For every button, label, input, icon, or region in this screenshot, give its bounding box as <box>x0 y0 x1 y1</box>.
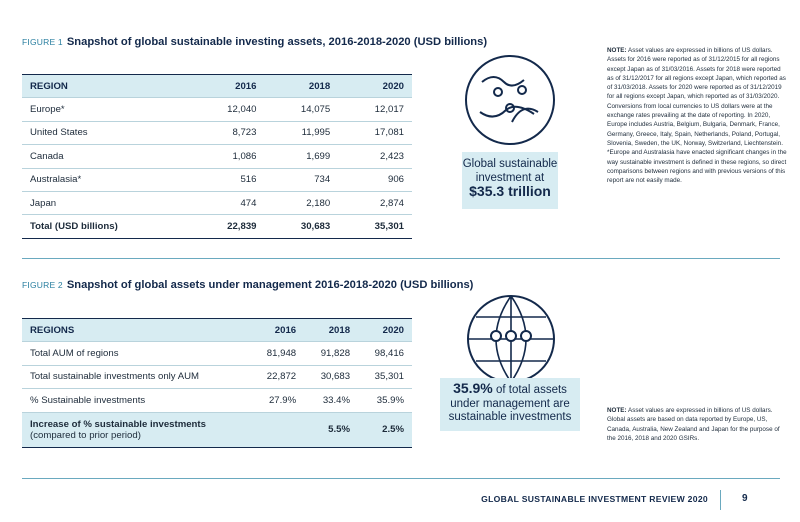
table-row: % Sustainable investments 27.9% 33.4% 35.9% <box>22 388 412 413</box>
table-cell: % Sustainable investments <box>22 388 251 413</box>
row-label: Increase of % sustainable investments <box>30 418 206 430</box>
callout-text: Global sustainable investment at <box>462 158 558 184</box>
table-cell: 12,017 <box>338 97 412 122</box>
note-prefix: NOTE: <box>607 407 627 414</box>
table-cell: 2,180 <box>264 191 339 216</box>
table-cell: 906 <box>338 168 412 192</box>
table-cell: 91,828 <box>304 341 359 366</box>
callout: Global sustainable investment at $35.3 t… <box>462 152 558 209</box>
table-head: REGIONS 2016 2018 2020 <box>22 317 412 343</box>
figure-label: FIGURE 2 <box>22 280 63 290</box>
divider <box>22 258 780 259</box>
note: NOTE: Asset values are expressed in bill… <box>607 406 787 443</box>
table-cell: 474 <box>190 191 265 216</box>
callout-highlight: $35.3 trillion <box>469 183 551 199</box>
table-cell: 12,040 <box>190 97 265 122</box>
header-row: REGIONS 2016 2018 2020 <box>22 317 412 343</box>
table-cell: 2,874 <box>338 191 412 216</box>
table-cell: Japan <box>22 191 191 216</box>
table-cell: 35,301 <box>358 365 412 390</box>
header-row: REGION 2016 2018 2020 <box>22 73 412 99</box>
table-row: Australasia* 516 734 906 <box>22 168 412 192</box>
table-cell: 5.5% <box>304 412 359 448</box>
table-cell: Europe* <box>22 97 191 122</box>
table-body: Europe* 12,040 14,075 12,017 United States 8,… <box>22 97 412 239</box>
table-cell: 2,423 <box>338 144 412 169</box>
note-text: Asset values are expressed in billions o… <box>607 47 786 147</box>
table-cell: Total AUM of regions <box>22 341 251 366</box>
table: REGIONS 2016 2018 2020 Total AUM of regions 8… <box>22 317 412 448</box>
table-cell: 33.4% <box>304 388 359 413</box>
note-text: Asset values are expressed in billions o… <box>607 407 780 442</box>
table-cell: 1,699 <box>264 144 339 169</box>
increase-row: Increase of % sustainable investments (co… <box>22 412 412 448</box>
table-cell: Canada <box>22 144 191 169</box>
row-sublabel: (compared to prior period) <box>30 429 141 441</box>
note-footnote: *Europe and Australasia have enacted sig… <box>607 149 787 185</box>
title-text: Snapshot of global sustainable investing… <box>66 36 488 48</box>
callout-highlight: 35.9% <box>453 380 493 396</box>
table-row: Europe* 12,040 14,075 12,017 <box>22 97 412 122</box>
table-cell: 516 <box>190 168 265 192</box>
header-cell: 2016 <box>250 317 305 343</box>
header-cell: 2016 <box>190 73 265 99</box>
table-cell: 17,081 <box>338 121 412 146</box>
table-row: Total sustainable investments only AUM 22… <box>22 365 412 390</box>
table-cell: 98,416 <box>358 341 412 366</box>
header-cell: 2018 <box>264 73 339 99</box>
table-body: Total AUM of regions 81,948 91,828 98,416 To… <box>22 341 412 448</box>
table: REGION 2016 2018 2020 Europe* 12,040 14,075 12,… <box>22 73 412 239</box>
header-cell: 2018 <box>304 317 359 343</box>
globe-icon <box>467 295 555 383</box>
table-row: Japan 474 2,180 2,874 <box>22 191 412 216</box>
table-cell <box>250 412 305 448</box>
table-cell: 22,872 <box>250 365 305 390</box>
callout-text: of total assets under management are sus… <box>448 384 572 423</box>
header-cell: 2020 <box>338 73 412 99</box>
table-cell: 11,995 <box>264 121 339 146</box>
table-cell: 8,723 <box>190 121 265 146</box>
globe-icon <box>465 55 555 145</box>
table-row: United States 8,723 11,995 17,081 <box>22 121 412 146</box>
table-cell: 35.9% <box>358 388 412 413</box>
callout: 35.9% of total assets under management a… <box>440 378 580 431</box>
header-cell: REGIONS <box>22 317 251 343</box>
header-cell: 2020 <box>358 317 412 343</box>
table-cell: 35,301 <box>338 214 412 239</box>
figure-title: FIGURE 2 Snapshot of global assets under … <box>22 279 473 291</box>
table-cell: 1,086 <box>190 144 265 169</box>
header-cell: REGION <box>22 73 191 99</box>
table-cell: Total (USD billions) <box>22 214 191 239</box>
note-prefix: NOTE: <box>607 47 627 54</box>
table-cell: 81,948 <box>250 341 305 366</box>
total-row: Total (USD billions) 22,839 30,683 35,301 <box>22 214 412 239</box>
table-cell: Total sustainable investments only AUM <box>22 365 251 390</box>
table-head: REGION 2016 2018 2020 <box>22 73 412 99</box>
figure-title: FIGURE 1 Snapshot of global sustainable i… <box>22 36 487 48</box>
table-cell: 734 <box>264 168 339 192</box>
table-cell: Increase of % sustainable investments (co… <box>22 412 251 448</box>
table-row: Total AUM of regions 81,948 91,828 98,416 <box>22 341 412 366</box>
page-number: 9 <box>742 493 748 504</box>
divider <box>22 478 780 479</box>
table-cell: Australasia* <box>22 168 191 192</box>
note: NOTE: Asset values are expressed in bill… <box>607 46 787 185</box>
table-cell: 14,075 <box>264 97 339 122</box>
figure-label: FIGURE 1 <box>22 37 63 47</box>
table-cell: 2.5% <box>358 412 412 448</box>
table-cell: 30,683 <box>304 365 359 390</box>
table-cell: 27.9% <box>250 388 305 413</box>
footer-text: GLOBAL SUSTAINABLE INVESTMENT REVIEW 202… <box>481 494 708 504</box>
table-cell: 30,683 <box>264 214 339 239</box>
table-cell: 22,839 <box>190 214 265 239</box>
footer-separator <box>720 490 721 510</box>
table-cell: United States <box>22 121 191 146</box>
title-text: Snapshot of global assets under manageme… <box>66 279 474 291</box>
table-row: Canada 1,086 1,699 2,423 <box>22 144 412 169</box>
